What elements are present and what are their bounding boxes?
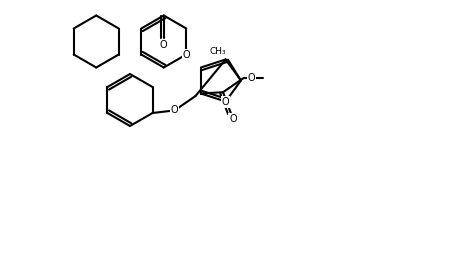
Text: O: O [171,105,179,116]
Text: O: O [160,40,167,50]
Text: CH₃: CH₃ [209,47,226,56]
Text: O: O [248,73,256,83]
Text: O: O [222,97,230,106]
Text: O: O [229,114,237,124]
Text: O: O [183,49,190,60]
